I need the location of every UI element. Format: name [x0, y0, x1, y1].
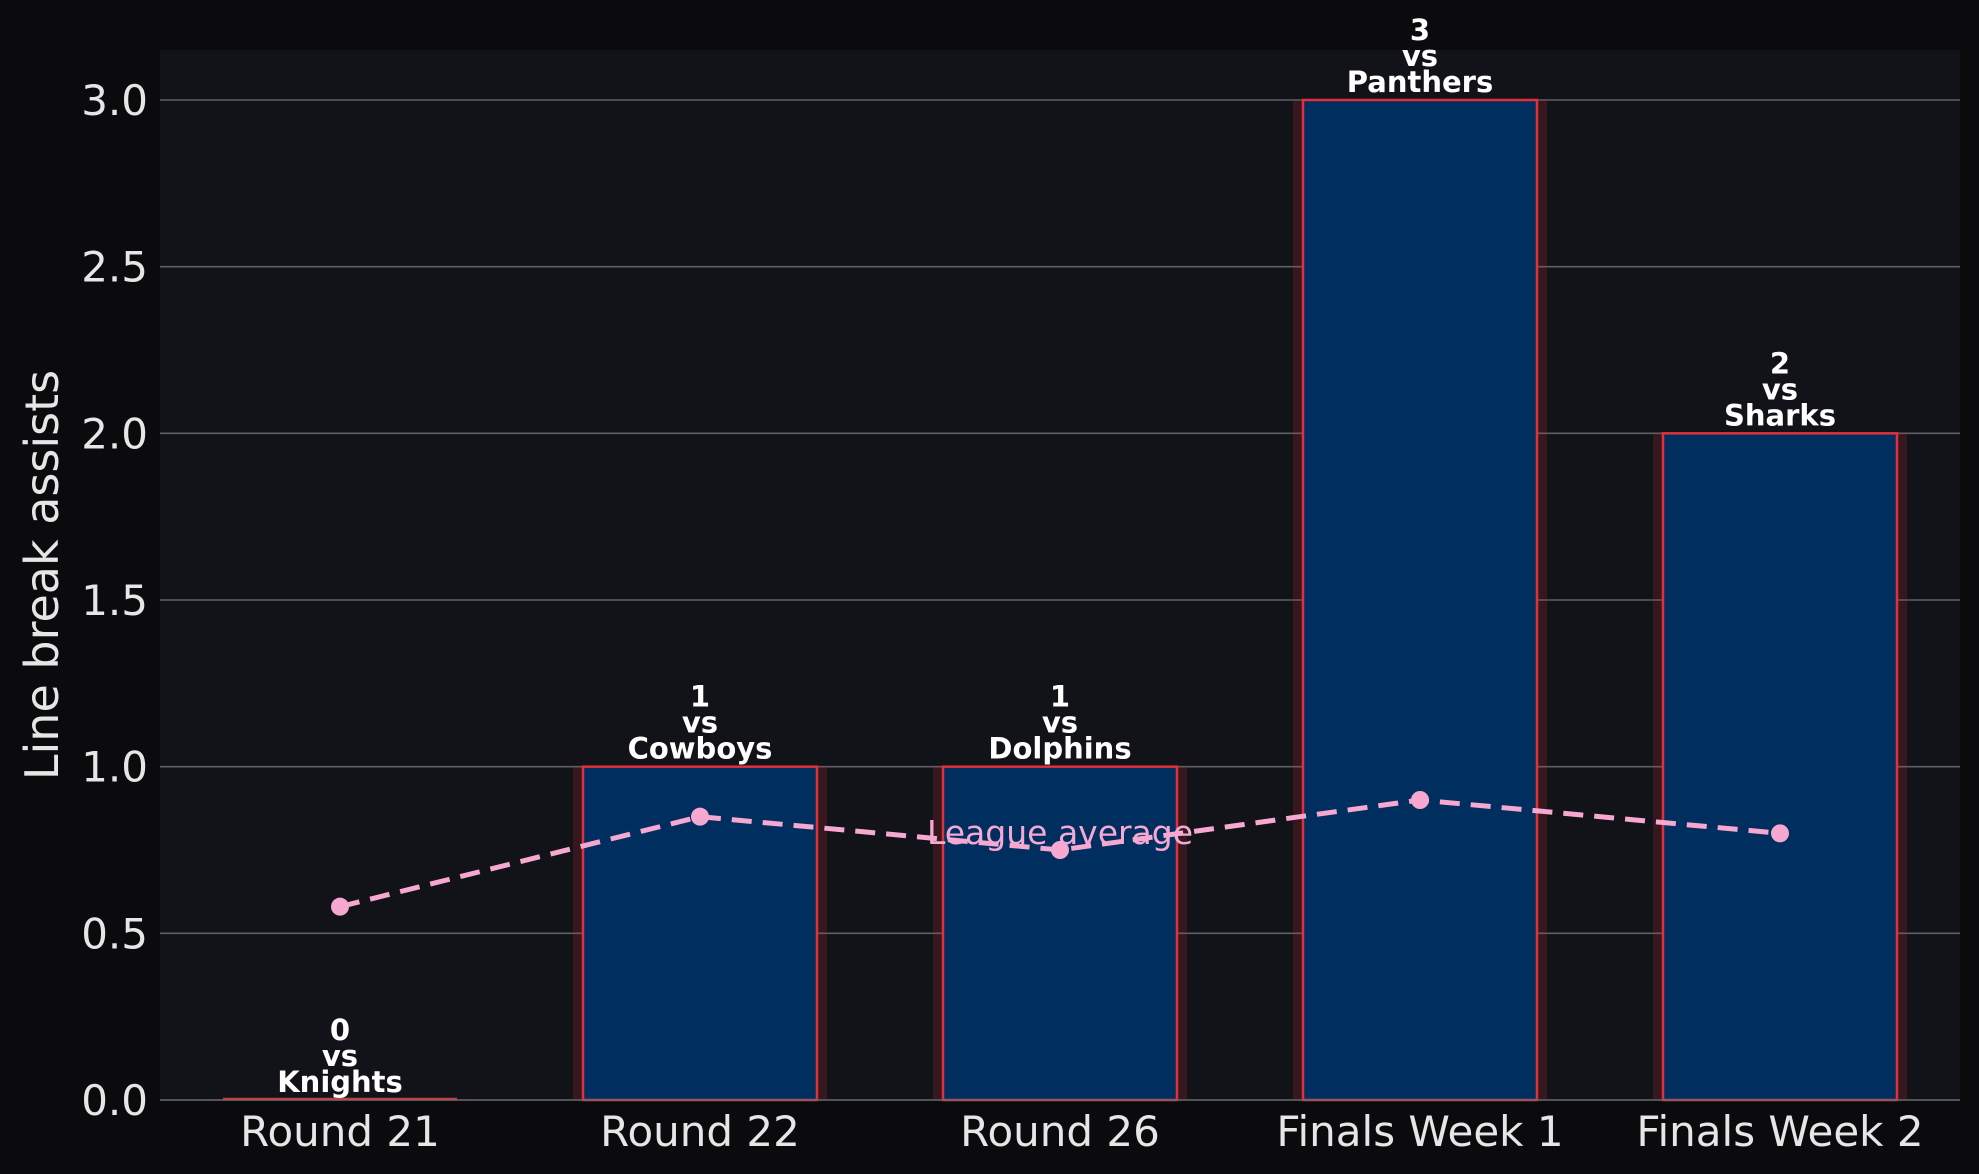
league-average-point — [1051, 841, 1069, 859]
y-tick-label: 2.5 — [81, 243, 148, 292]
bar-value-label: 0 — [330, 1013, 350, 1047]
bar — [1301, 98, 1539, 1102]
y-tick-label: 3.0 — [81, 76, 148, 125]
bar-value-label: vs — [1402, 39, 1438, 73]
bar-labels: 0vsKnights1vsCowboys1vsDolphins3vsPanthe… — [277, 13, 1836, 1099]
league-average-point — [1771, 824, 1789, 843]
league-average-series — [331, 791, 1789, 916]
y-tick-label: 1.5 — [81, 576, 148, 625]
x-tick-label: Finals Week 1 — [1276, 1107, 1563, 1156]
y-tick-label: 2.0 — [81, 409, 148, 458]
bar-value-label: 1 — [690, 680, 710, 714]
bar-value-label: vs — [1762, 372, 1798, 406]
x-tick-label: Finals Week 2 — [1636, 1107, 1923, 1156]
bar — [941, 765, 1179, 1102]
x-tick-label: Round 26 — [960, 1107, 1160, 1156]
bar-value-label: Cowboys — [628, 732, 773, 766]
bars — [213, 98, 1907, 1102]
bar-value-label: 2 — [1770, 346, 1790, 380]
bar-value-label: vs — [682, 706, 718, 740]
y-tick-label: 1.0 — [81, 743, 148, 792]
bar — [1661, 432, 1899, 1102]
league-average-point — [331, 897, 349, 916]
bar-value-label: vs — [1042, 706, 1078, 740]
league-average-point — [1411, 791, 1429, 809]
y-axis-label: Line break assists — [15, 370, 69, 780]
league-average-annotation: League average — [927, 813, 1193, 852]
bar-value-label: Dolphins — [988, 732, 1131, 766]
league-average-point — [691, 807, 709, 826]
x-tick-label: Round 21 — [240, 1107, 440, 1156]
y-tick-label: 0.5 — [81, 909, 148, 958]
bar-value-label: vs — [322, 1039, 358, 1073]
bar-value-label: 1 — [1050, 680, 1070, 714]
x-tick-label: Round 22 — [600, 1107, 800, 1156]
bar-value-label: 3 — [1410, 13, 1430, 47]
axes: 0.0 0.5 1.0 1.5 2.0 2.5 3.0 Round 21 Round 22 Rou… — [81, 76, 1960, 1156]
bar-value-label: Sharks — [1724, 398, 1836, 432]
bar-value-label: Panthers — [1347, 65, 1493, 99]
y-tick-label: 0.0 — [81, 1076, 148, 1125]
bar-value-label: Knights — [277, 1065, 403, 1099]
